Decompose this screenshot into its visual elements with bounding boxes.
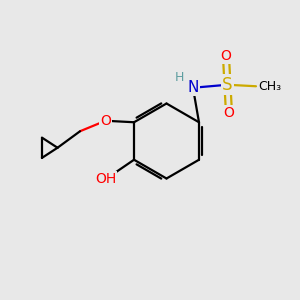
Text: S: S bbox=[222, 76, 233, 94]
Text: O: O bbox=[224, 106, 234, 120]
Text: H: H bbox=[175, 71, 184, 84]
Text: O: O bbox=[100, 114, 111, 128]
Text: O: O bbox=[220, 49, 231, 63]
Text: N: N bbox=[187, 80, 199, 95]
Text: CH₃: CH₃ bbox=[258, 80, 281, 93]
Text: OH: OH bbox=[95, 172, 116, 186]
